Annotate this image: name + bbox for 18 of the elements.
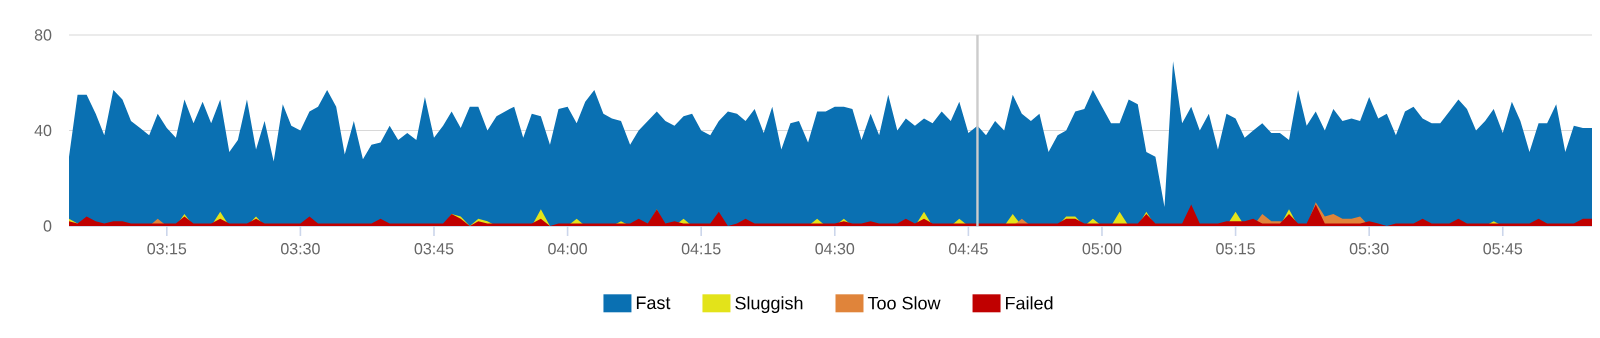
x-tick-label: 05:00 [1082, 243, 1122, 255]
x-tick-label: 05:30 [1349, 243, 1389, 255]
x-tick-label: 04:45 [948, 243, 988, 255]
x-tick-label: 03:30 [281, 243, 320, 255]
y-tick-label: 80 [34, 29, 52, 41]
legend-label: Sluggish [735, 296, 803, 314]
x-tick-label: 03:45 [414, 243, 454, 255]
x-tick-label: 05:15 [1216, 243, 1255, 255]
y-tick-label: 0 [43, 220, 52, 232]
x-tick-label: 04:15 [681, 243, 721, 255]
x-tick-label: 03:15 [147, 243, 187, 255]
x-tick-label: 04:00 [548, 243, 587, 255]
legend-label: Too Slow [867, 296, 941, 310]
x-tick-label: 04:30 [815, 243, 855, 255]
legend-label: Failed [1006, 296, 1053, 310]
y-tick-label: 40 [34, 124, 52, 137]
x-tick-label: 05:45 [1483, 243, 1523, 255]
legend-label: Fast [636, 296, 671, 310]
